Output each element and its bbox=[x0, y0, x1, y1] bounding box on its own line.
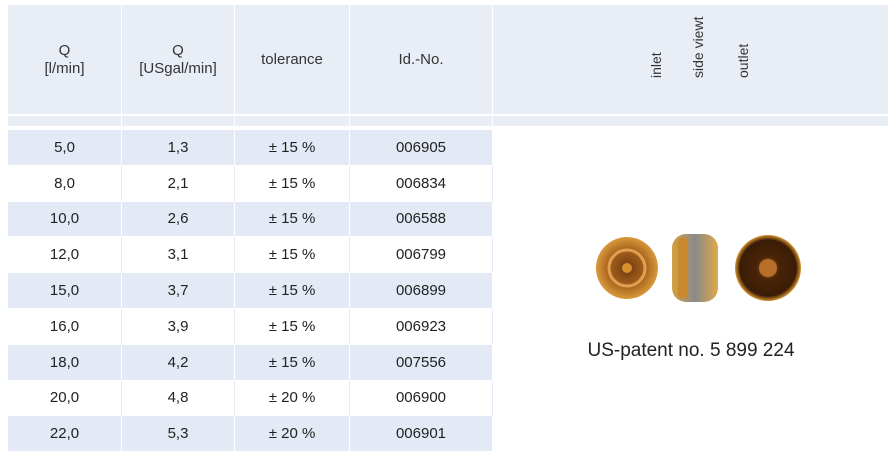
table-cell: ± 15 % bbox=[235, 345, 350, 381]
header-cell: Q[l/min] bbox=[8, 5, 122, 115]
table-cell: 006899 bbox=[350, 273, 493, 309]
header-text: [USgal/min] bbox=[139, 60, 217, 78]
header-cell: Id.-No. bbox=[350, 5, 493, 115]
table-cell: 4,2 bbox=[122, 345, 235, 381]
outlet-image bbox=[735, 235, 801, 301]
table-cell: 006905 bbox=[350, 130, 493, 166]
patent-text: US-patent no. 5 899 224 bbox=[493, 340, 889, 362]
table-cell: 006834 bbox=[350, 166, 493, 202]
table-cell: 20,0 bbox=[8, 381, 122, 417]
table-cell: 006901 bbox=[350, 416, 493, 452]
spacer-cell bbox=[493, 116, 889, 127]
table-cell: 007556 bbox=[350, 345, 493, 381]
page: US-patent no. 5 899 224 Q[l/min]Q[USgal/… bbox=[0, 0, 889, 452]
table-cell: ± 15 % bbox=[235, 130, 350, 166]
table-cell: 2,6 bbox=[122, 202, 235, 238]
table-cell: 4,8 bbox=[122, 381, 235, 417]
table-cell: 16,0 bbox=[8, 309, 122, 345]
table-cell: ± 15 % bbox=[235, 237, 350, 273]
table-cell: ± 20 % bbox=[235, 381, 350, 417]
header-text: tolerance bbox=[261, 51, 323, 69]
header-text: Q bbox=[59, 42, 71, 60]
spacer-cell bbox=[122, 116, 235, 127]
table-cell: 1,3 bbox=[122, 130, 235, 166]
table-cell: 15,0 bbox=[8, 273, 122, 309]
table-cell: ± 15 % bbox=[235, 202, 350, 238]
header-text: Q bbox=[172, 42, 184, 60]
table-cell: 006799 bbox=[350, 237, 493, 273]
header-text: Id.-No. bbox=[398, 51, 443, 69]
view-label: outlet bbox=[735, 44, 751, 78]
table-cell: ± 15 % bbox=[235, 309, 350, 345]
table-cell: 12,0 bbox=[8, 237, 122, 273]
table-cell: 3,1 bbox=[122, 237, 235, 273]
side-image bbox=[672, 234, 718, 302]
table-cell: ± 15 % bbox=[235, 273, 350, 309]
table-cell: 006900 bbox=[350, 381, 493, 417]
table-cell: ± 20 % bbox=[235, 416, 350, 452]
table-cell: ± 15 % bbox=[235, 166, 350, 202]
spacer-cell bbox=[350, 116, 493, 127]
table-cell: 18,0 bbox=[8, 345, 122, 381]
table-cell: 2,1 bbox=[122, 166, 235, 202]
spacer-cell bbox=[235, 116, 350, 127]
table-cell: 10,0 bbox=[8, 202, 122, 238]
inlet-image bbox=[596, 237, 658, 299]
header-text: [l/min] bbox=[44, 60, 84, 78]
table-cell: 006923 bbox=[350, 309, 493, 345]
view-label: inlet bbox=[648, 52, 664, 78]
header-cell: Q[USgal/min] bbox=[122, 5, 235, 115]
view-label: side viewt bbox=[690, 17, 706, 78]
table-cell: 5,3 bbox=[122, 416, 235, 452]
table-cell: 3,7 bbox=[122, 273, 235, 309]
spacer-cell bbox=[8, 116, 122, 127]
table-cell: 006588 bbox=[350, 202, 493, 238]
header-cell: tolerance bbox=[235, 5, 350, 115]
table-cell: 5,0 bbox=[8, 130, 122, 166]
table-cell: 8,0 bbox=[8, 166, 122, 202]
table-cell: 3,9 bbox=[122, 309, 235, 345]
table-cell: 22,0 bbox=[8, 416, 122, 452]
